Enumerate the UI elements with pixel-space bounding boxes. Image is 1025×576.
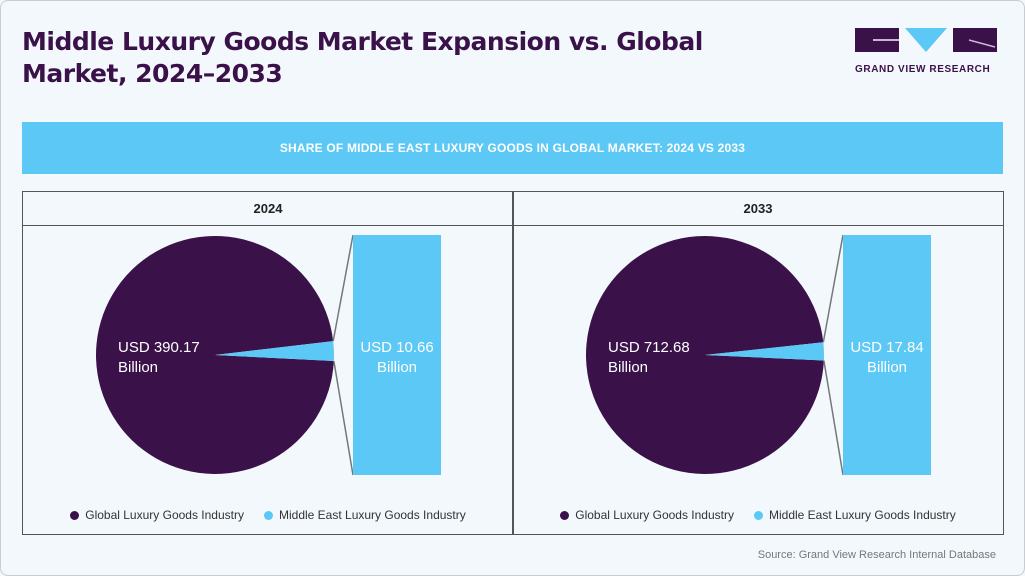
pie-slice-global — [95, 235, 334, 474]
pie-slice-global — [586, 236, 824, 475]
data-label-middle-east: Billion — [867, 359, 907, 376]
legend: Global Luxury Goods Industry Middle East… — [513, 508, 1003, 522]
legend: Global Luxury Goods Industry Middle East… — [23, 508, 513, 522]
data-label-middle-east: Billion — [377, 359, 417, 376]
logo-text: GRAND VIEW RESEARCH — [855, 64, 991, 75]
panel-2024: 2024 USD 390.17 Billion USD 10.66 Billion G… — [22, 191, 514, 535]
page-title: Middle Luxury Goods Market Expansion vs.… — [22, 27, 703, 88]
banner: SHARE OF MIDDLE EAST LUXURY GOODS IN GLO… — [22, 122, 1003, 174]
connector-line — [332, 234, 354, 342]
legend-label: Middle East Luxury Goods Industry — [768, 508, 956, 522]
bar-of-pie — [353, 235, 441, 475]
panel-title: 2033 — [513, 192, 1003, 226]
bar-of-pie — [843, 235, 931, 475]
legend-item-middle-east: Middle East Luxury Goods Industry — [263, 508, 466, 522]
connector-line — [333, 360, 354, 476]
source-note: Source: Grand View Research Internal Dat… — [757, 549, 996, 561]
legend-dot-icon — [753, 511, 763, 520]
data-label-global: Billion — [608, 359, 648, 376]
logo: GRAND VIEW RESEARCH — [855, 28, 997, 75]
data-label-middle-east: USD 10.66 — [360, 339, 433, 356]
pie-slice-middle-east — [215, 341, 334, 361]
legend-item-middle-east: Middle East Luxury Goods Industry — [753, 508, 956, 522]
connector-line — [823, 360, 844, 476]
panel-title: 2024 — [23, 192, 513, 226]
data-label-global: USD 712.68 — [608, 339, 690, 356]
legend-dot-icon — [70, 511, 80, 520]
data-label-global: USD 390.17 — [118, 339, 200, 356]
legend-label: Global Luxury Goods Industry — [575, 508, 734, 522]
legend-item-global: Global Luxury Goods Industry — [560, 508, 734, 522]
data-label-global: Billion — [118, 359, 158, 376]
pie-slice-middle-east — [705, 342, 824, 361]
data-label-middle-east: USD 17.84 — [850, 339, 923, 356]
pie-chart: USD 390.17 Billion USD 10.66 Billion — [95, 234, 441, 476]
legend-label: Global Luxury Goods Industry — [85, 508, 244, 522]
pie-chart: USD 712.68 Billion USD 17.84 Billion — [586, 234, 931, 476]
panel-2033: 2033 USD 712.68 Billion USD 17.84 Billion G… — [512, 191, 1004, 535]
legend-dot-icon — [560, 511, 570, 520]
logo-mark — [855, 28, 997, 52]
legend-dot-icon — [263, 511, 273, 520]
legend-label: Middle East Luxury Goods Industry — [278, 508, 466, 522]
legend-item-global: Global Luxury Goods Industry — [70, 508, 244, 522]
connector-line — [822, 234, 844, 343]
